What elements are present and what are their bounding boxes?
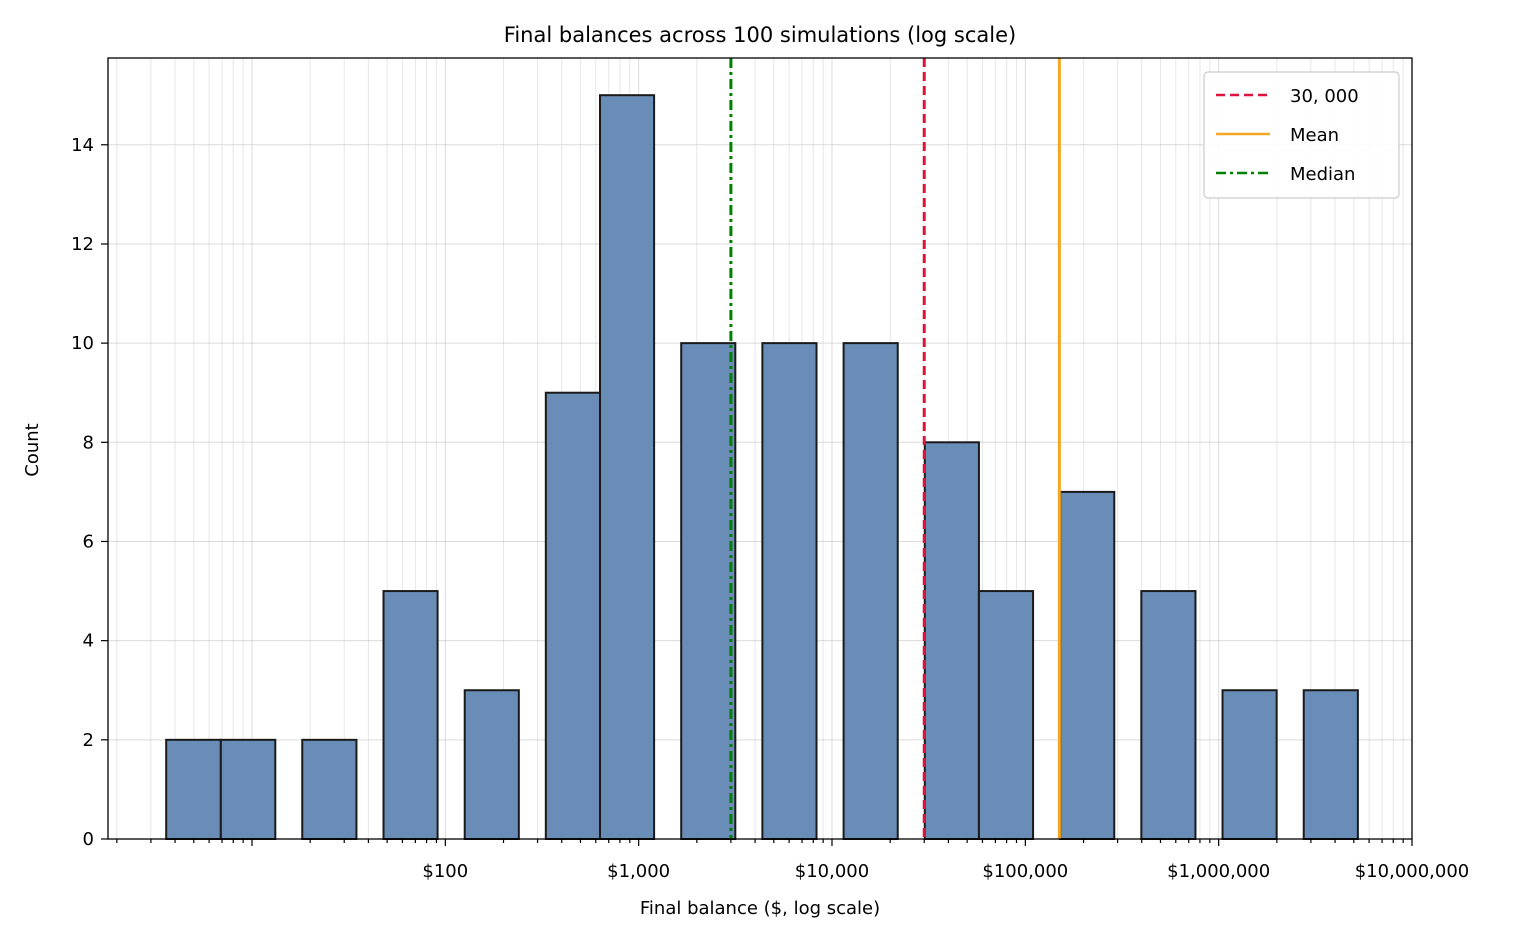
x-tick-label: $1,000,000 [1167,861,1270,882]
legend-label-median: Median [1290,164,1355,185]
legend-label-threshold: 30, 000 [1290,86,1359,107]
bars-layer [165,94,1359,840]
x-axis-label: Final balance ($, log scale) [640,898,880,919]
histogram-bar [301,738,358,840]
y-tick-label: 6 [83,531,94,552]
plot-frame [107,57,1413,840]
x-tick-label: $1,000 [607,861,670,882]
histogram-bar [544,391,601,840]
histogram-bar [977,590,1035,840]
histogram-bar [1302,689,1359,840]
histogram-bar [1221,689,1278,840]
histogram-bar [382,590,439,840]
y-axis-label: Count [22,423,43,476]
histogram-bar [1140,590,1197,840]
histogram-bar [923,441,980,840]
x-tick-label: $100 [422,861,468,882]
y-tick-label: 10 [71,333,94,354]
y-tick-label: 4 [83,631,94,652]
reference-lines-layer [729,58,1061,839]
histogram-bar [1059,490,1116,840]
histogram-bar [219,738,277,840]
histogram-bar [761,342,818,840]
y-axis-ticks: 0 2 4 6 8 10 12 14 [71,135,108,850]
legend-box [1203,71,1400,199]
chart-title: Final balances across 100 simulations (l… [504,23,1016,47]
y-tick-label: 8 [83,432,94,453]
y-tick-label: 14 [71,135,94,156]
histogram-bar [842,342,899,840]
histogram-bar [680,342,737,840]
histogram-bar [165,738,222,840]
histogram-bar [463,689,520,840]
legend-label-mean: Mean [1290,125,1339,146]
y-tick-label: 12 [71,234,94,255]
x-tick-label: $10,000 [795,861,869,882]
legend: 30, 000 Mean Median [1203,71,1400,199]
x-tick-label: $100,000 [982,861,1068,882]
y-tick-label: 2 [83,730,94,751]
y-tick-label: 0 [83,829,94,850]
histogram-bar [598,94,656,840]
x-tick-label: $10,000,000 [1355,861,1470,882]
x-axis-ticks: $100 $1,000 $10,000 $100,000 $1,000,000 $10,0… [116,839,1470,882]
